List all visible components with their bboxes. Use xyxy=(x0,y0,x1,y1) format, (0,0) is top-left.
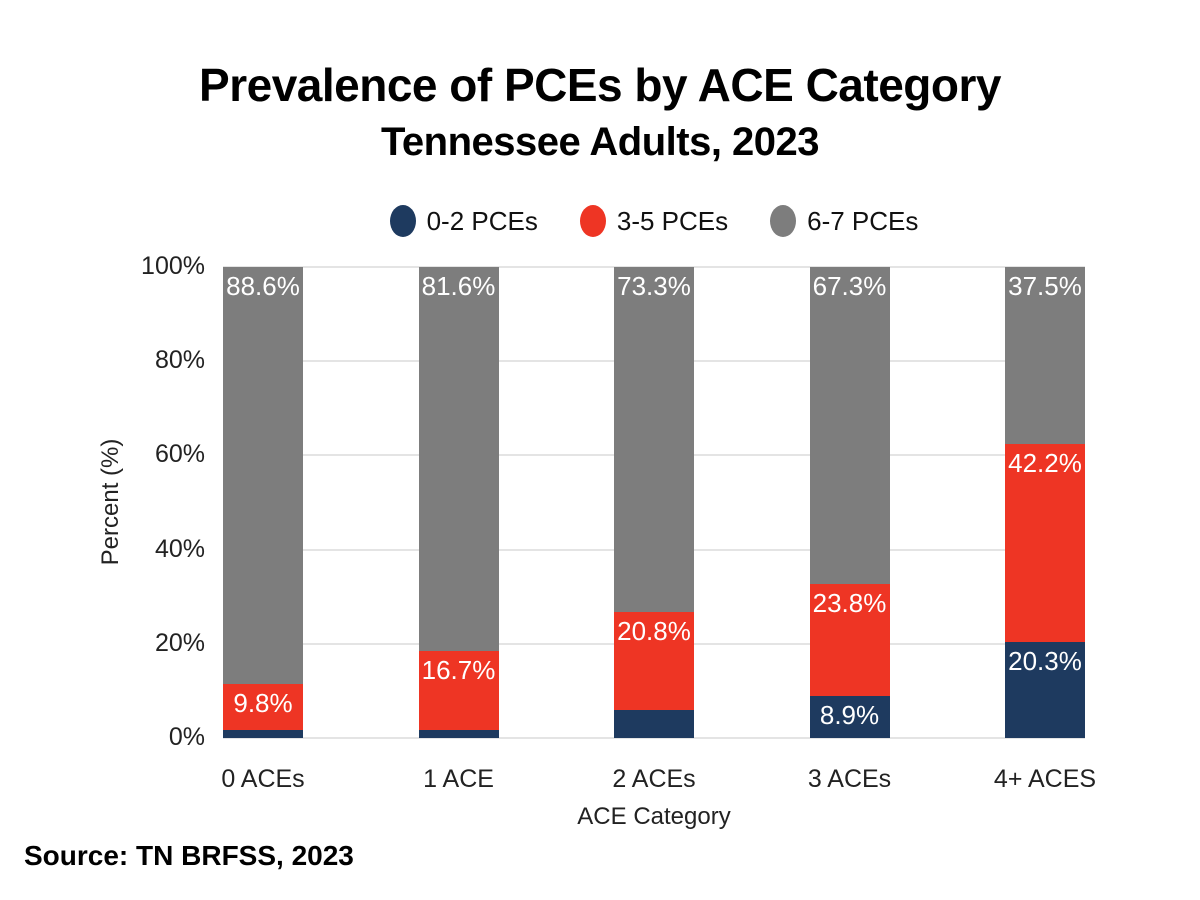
bar-segment xyxy=(614,710,694,738)
legend-swatch-icon xyxy=(770,205,797,237)
bar-value-label: 20.3% xyxy=(1008,646,1082,677)
bar-segment xyxy=(614,612,694,711)
x-tick-label: 1 ACE xyxy=(423,765,494,793)
y-tick-label: 20% xyxy=(154,628,205,657)
bar-segment xyxy=(809,267,890,584)
bar-segment xyxy=(418,730,499,738)
y-axis-ticks: 0% 20% 40% 60% 80% 100% xyxy=(55,254,205,750)
legend-item-2: 6-7 PCEs xyxy=(770,205,918,237)
y-tick-label: 60% xyxy=(154,440,205,469)
legend-item-0: 0-2 PCEs xyxy=(389,205,538,237)
legend-swatch-icon xyxy=(579,205,606,237)
bar-segment xyxy=(809,584,890,697)
bar-segment xyxy=(223,730,303,738)
bar-segment xyxy=(223,684,303,731)
bar-segment xyxy=(1005,267,1085,444)
bar-value-label: 9.8% xyxy=(233,688,293,719)
bars-container: 9.8% 88.6% 0 ACEs 16.7% 81.6% 1 ACE 20.8% 73.3%… xyxy=(221,267,1096,793)
bar-segment xyxy=(1005,642,1085,738)
y-tick-label: 40% xyxy=(154,534,205,563)
bar-4+-aces: 20.3% 42.2% 37.5% 4+ ACES xyxy=(994,267,1096,793)
bar-segment xyxy=(1005,443,1085,643)
bar-segment xyxy=(418,267,499,652)
bar-segment xyxy=(809,696,890,738)
legend-item-label: 6-7 PCEs xyxy=(807,205,919,236)
plot-area: 9.8% 88.6% 0 ACEs 16.7% 81.6% 1 ACE 20.8% 73.3%… xyxy=(221,266,1096,793)
chart-subtitle: Tennessee Adults, 2023 xyxy=(380,120,820,164)
bar-value-label: 16.7% xyxy=(421,655,496,686)
x-tick-label: 0 ACEs xyxy=(221,765,305,793)
bar-value-label: 23.8% xyxy=(812,587,887,618)
bar-value-label: 42.2% xyxy=(1008,447,1082,478)
bar-value-label: 37.5% xyxy=(1008,271,1082,301)
y-tick-label: 80% xyxy=(154,346,205,375)
bar-value-label: 8.9% xyxy=(819,700,880,731)
source-note: Source: TN BRFSS, 2023 xyxy=(24,840,354,871)
x-tick-label: 3 ACEs xyxy=(807,765,892,793)
y-tick-label: 0% xyxy=(168,723,205,751)
legend-item-label: 0-2 PCEs xyxy=(426,205,538,236)
chart-title: Prevalence of PCEs by ACE Category xyxy=(199,59,1001,111)
bar-value-label: 73.3% xyxy=(617,271,691,301)
bar-value-label: 20.8% xyxy=(617,616,691,647)
gridline xyxy=(223,266,1085,268)
bar-3-aces: 8.9% 23.8% 67.3% 3 ACEs xyxy=(808,267,891,793)
bar-0-aces: 9.8% 88.6% 0 ACEs xyxy=(221,267,305,793)
legend: 0-2 PCEs 3-5 PCEs 6-7 PCEs xyxy=(223,203,1085,239)
bar-2-aces: 20.8% 73.3% 2 ACEs xyxy=(612,267,696,793)
y-tick-label: 100% xyxy=(141,252,205,280)
x-tick-label: 2 ACEs xyxy=(612,765,696,793)
gridline xyxy=(223,737,1085,739)
legend-swatch-icon xyxy=(389,205,416,237)
bar-value-label: 81.6% xyxy=(421,271,496,301)
legend-item-label: 3-5 PCEs xyxy=(616,205,729,236)
x-axis-title: ACE Category xyxy=(577,803,731,830)
x-tick-label: 4+ ACES xyxy=(993,765,1097,793)
legend-item-1: 3-5 PCEs xyxy=(579,205,729,237)
bar-value-label: 88.6% xyxy=(226,271,300,301)
bar-segment xyxy=(223,267,303,685)
bar-segment xyxy=(418,651,499,730)
bar-1-ace: 16.7% 81.6% 1 ACE xyxy=(418,267,499,793)
bar-segment xyxy=(614,267,694,613)
bar-value-label: 67.3% xyxy=(812,271,887,301)
y-axis-title: Percent (%) xyxy=(97,438,124,566)
